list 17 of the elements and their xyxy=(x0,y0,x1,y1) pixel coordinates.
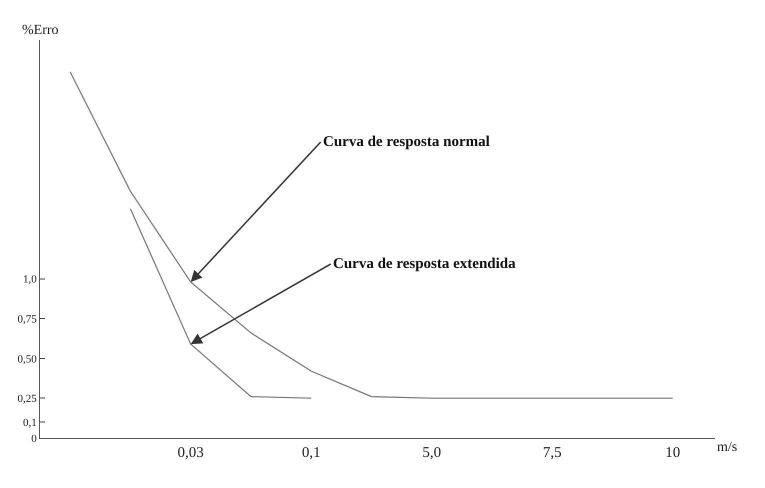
y-tick-label: 0 xyxy=(31,432,38,445)
x-tick-label: 5,0 xyxy=(422,445,442,461)
y-tick-label: 0,50 xyxy=(18,353,38,366)
y-tick-label: 1,0 xyxy=(23,274,38,286)
y-tick-label: 0,75 xyxy=(18,313,38,326)
y-axis-title: %Erro xyxy=(22,23,59,38)
line-series xyxy=(130,208,312,399)
annotation: Curva de resposta extendida xyxy=(333,256,516,272)
x-axis-title: m/s xyxy=(717,440,738,455)
x-tick-label: 7,5 xyxy=(542,445,562,461)
annotation: Curva de resposta normal xyxy=(323,134,490,150)
x-tick-label: 0,03 xyxy=(178,445,204,461)
y-tick-label: 0,25 xyxy=(18,393,38,406)
x-tick-label: 0,1 xyxy=(302,445,321,461)
x-tick-label: 10 xyxy=(665,445,680,461)
y-tick-label: 0,1 xyxy=(23,416,37,429)
line-series xyxy=(70,71,674,399)
